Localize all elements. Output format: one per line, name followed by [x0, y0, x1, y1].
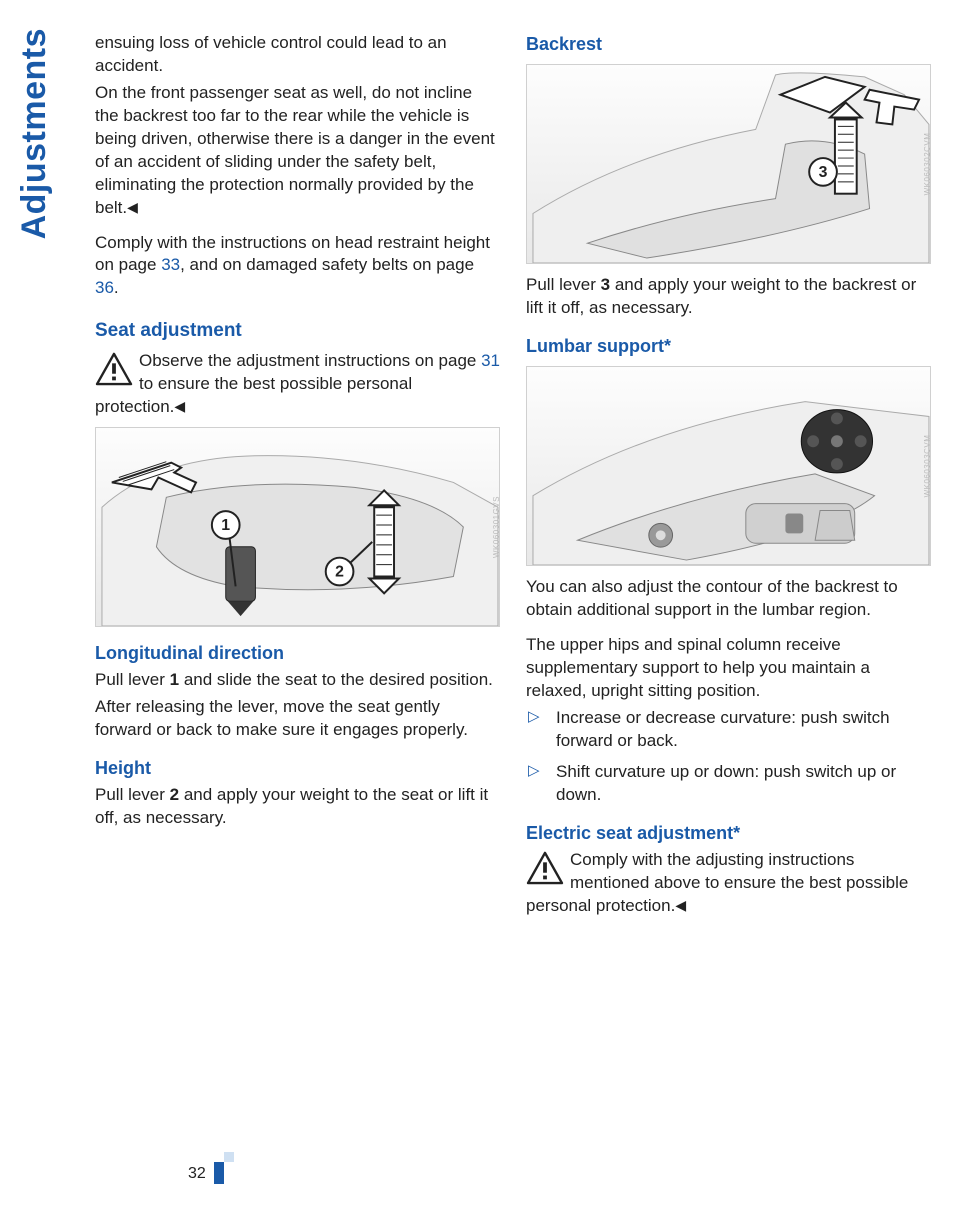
page-link-36[interactable]: 36 — [95, 278, 114, 297]
warn1-text-b: to ensure the best possible personal pro… — [95, 374, 412, 416]
intro-para-1: ensuing loss of vehicle control could le… — [95, 32, 500, 78]
warn1-text-a: Observe the adjustment instructions on p… — [139, 351, 481, 370]
figure-watermark: WK060301GVS — [492, 496, 500, 558]
figure-seat-levers: 1 2 WK060301GVS — [95, 427, 500, 627]
heading-electric: Electric seat adjustment* — [526, 821, 931, 845]
back1a: Pull lever — [526, 275, 601, 294]
bullet-shift: Shift curvature up or down: push switch … — [526, 761, 931, 807]
right-column: Backrest 3 WK060302CVM Pull lever 3 and … — [526, 32, 931, 918]
page-number: 32 — [188, 1162, 224, 1185]
long-para-2: After releasing the lever, move the seat… — [95, 696, 500, 742]
end-marker-icon: ◀ — [675, 897, 686, 913]
warning-block-2: Comply with the adjusting instructions m… — [526, 849, 931, 918]
heading-longitudinal: Longitudinal direction — [95, 641, 500, 665]
long1b: and slide the seat to the desired positi… — [179, 670, 493, 689]
height-para-1: Pull lever 2 and apply your weight to th… — [95, 784, 500, 830]
chapter-tab: Adjustments — [12, 28, 58, 239]
page-link-33[interactable]: 33 — [161, 255, 180, 274]
intro-para-3c: . — [114, 278, 119, 297]
lever3-label: 3 — [601, 275, 610, 294]
intro-para-2: On the front passenger seat as well, do … — [95, 82, 500, 220]
lever2-label: 2 — [170, 785, 179, 804]
intro-para-2-text: On the front passenger seat as well, do … — [95, 83, 495, 217]
long1a: Pull lever — [95, 670, 170, 689]
heading-seat-adjustment: Seat adjustment — [95, 318, 500, 344]
figure-watermark: WK060302CVM — [923, 133, 931, 196]
lever1-label: 1 — [170, 670, 179, 689]
page-number-value: 32 — [188, 1165, 206, 1182]
figure-lumbar: WK060303CVM — [526, 366, 931, 566]
figure-backrest: 3 WK060302CVM — [526, 64, 931, 264]
svg-text:2: 2 — [335, 563, 344, 580]
end-marker-icon: ◀ — [174, 398, 185, 414]
warn2-text: Comply with the adjusting instructions m… — [526, 850, 908, 915]
left-column: ensuing loss of vehicle control could le… — [95, 32, 500, 918]
heading-height: Height — [95, 756, 500, 780]
heading-backrest: Backrest — [526, 32, 931, 56]
backrest-para-1: Pull lever 3 and apply your weight to th… — [526, 274, 931, 320]
lumbar-para-2: The upper hips and spinal column receive… — [526, 634, 931, 703]
svg-text:3: 3 — [819, 164, 828, 181]
page-marker-icon — [214, 1162, 224, 1184]
height1a: Pull lever — [95, 785, 170, 804]
warning-block-1: Observe the adjustment instructions on p… — [95, 350, 500, 419]
intro-para-3b: , and on damaged safety belts on page — [180, 255, 474, 274]
warning-icon — [95, 352, 133, 386]
page-content: ensuing loss of vehicle control could le… — [95, 32, 935, 918]
figure-watermark: WK060303CVM — [923, 435, 931, 498]
lumbar-para-1: You can also adjust the contour of the b… — [526, 576, 931, 622]
end-marker-icon: ◀ — [127, 199, 138, 215]
page-link-31[interactable]: 31 — [481, 351, 500, 370]
heading-lumbar: Lumbar support* — [526, 334, 931, 358]
svg-text:1: 1 — [221, 517, 230, 534]
bullet-curvature: Increase or decrease curvature: push swi… — [526, 707, 931, 753]
warning-icon — [526, 851, 564, 885]
long-para-1: Pull lever 1 and slide the seat to the d… — [95, 669, 500, 692]
intro-para-3: Comply with the instructions on head res… — [95, 232, 500, 301]
lumbar-bullets: Increase or decrease curvature: push swi… — [526, 707, 931, 807]
